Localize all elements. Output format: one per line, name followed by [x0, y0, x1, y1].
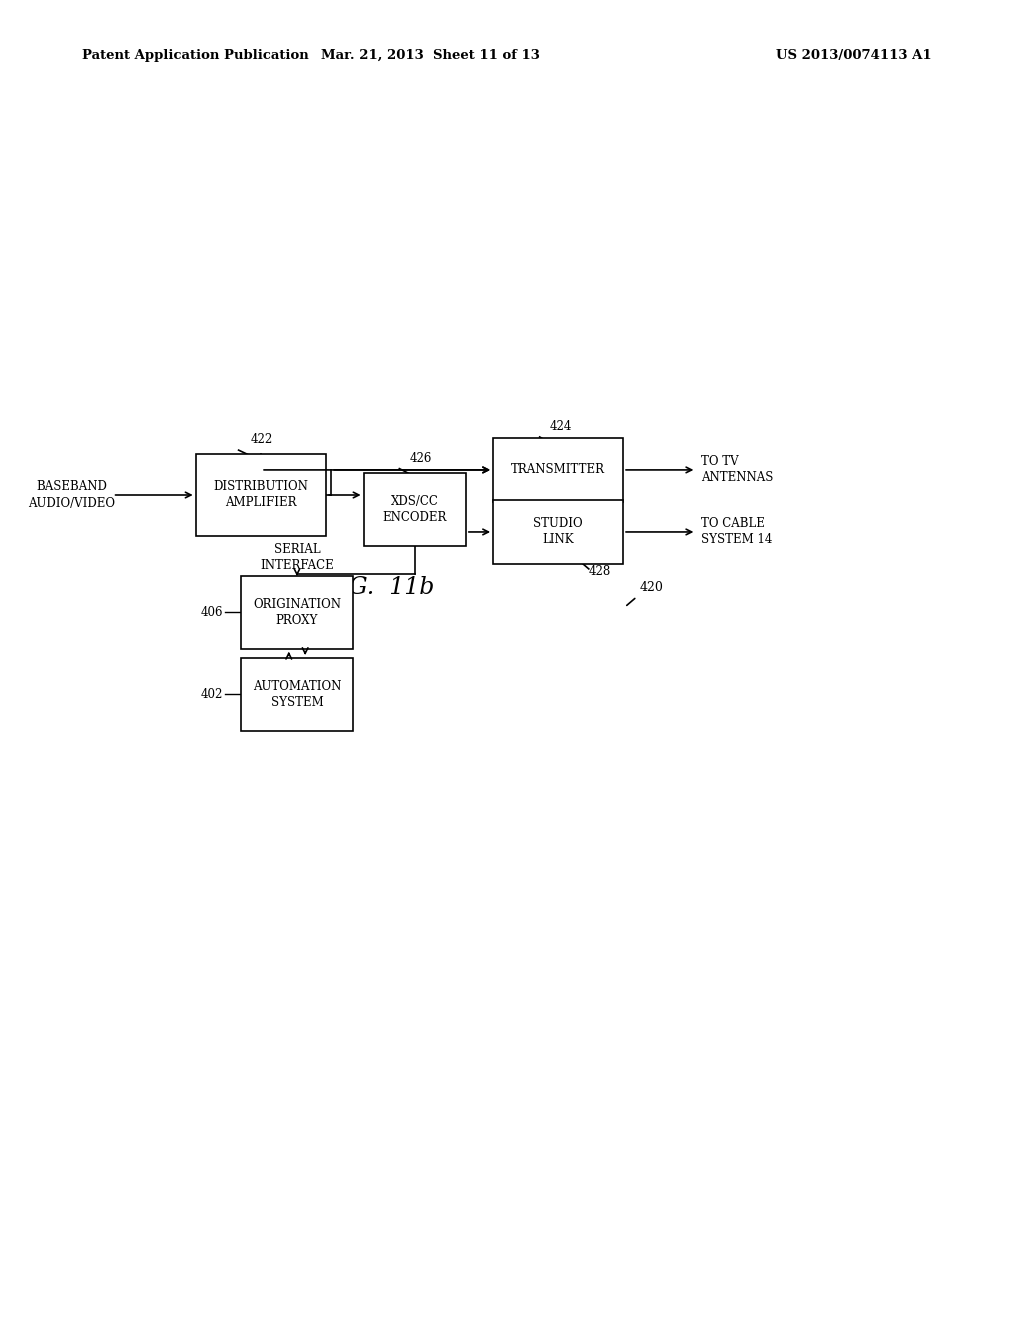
Text: FIG.  11b: FIG. 11b: [324, 576, 434, 599]
Text: 402: 402: [201, 688, 223, 701]
Text: ORIGINATION
PROXY: ORIGINATION PROXY: [253, 598, 341, 627]
Text: 424: 424: [550, 420, 572, 433]
Bar: [494, 500, 623, 564]
Text: SERIAL
INTERFACE: SERIAL INTERFACE: [260, 543, 334, 572]
Bar: [197, 454, 326, 536]
Text: XDS/CC
ENCODER: XDS/CC ENCODER: [383, 495, 446, 524]
Text: TRANSMITTER: TRANSMITTER: [511, 463, 605, 477]
Text: STUDIO
LINK: STUDIO LINK: [534, 517, 583, 546]
Bar: [494, 438, 623, 502]
Text: 420: 420: [640, 581, 664, 594]
Text: BASEBAND
AUDIO/VIDEO: BASEBAND AUDIO/VIDEO: [29, 480, 115, 510]
Text: Patent Application Publication: Patent Application Publication: [82, 49, 308, 62]
Text: TO CABLE
SYSTEM 14: TO CABLE SYSTEM 14: [701, 517, 773, 546]
Bar: [364, 473, 466, 546]
Text: 422: 422: [251, 433, 273, 446]
Text: Mar. 21, 2013  Sheet 11 of 13: Mar. 21, 2013 Sheet 11 of 13: [321, 49, 540, 62]
Text: AUTOMATION
SYSTEM: AUTOMATION SYSTEM: [253, 680, 341, 709]
Text: 428: 428: [589, 565, 611, 578]
Text: US 2013/0074113 A1: US 2013/0074113 A1: [776, 49, 932, 62]
Bar: [241, 576, 353, 648]
Text: DISTRIBUTION
AMPLIFIER: DISTRIBUTION AMPLIFIER: [214, 480, 308, 510]
Text: 406: 406: [201, 606, 223, 619]
Bar: [241, 659, 353, 731]
Text: TO TV
ANTENNAS: TO TV ANTENNAS: [701, 455, 774, 484]
Text: 426: 426: [410, 451, 432, 465]
